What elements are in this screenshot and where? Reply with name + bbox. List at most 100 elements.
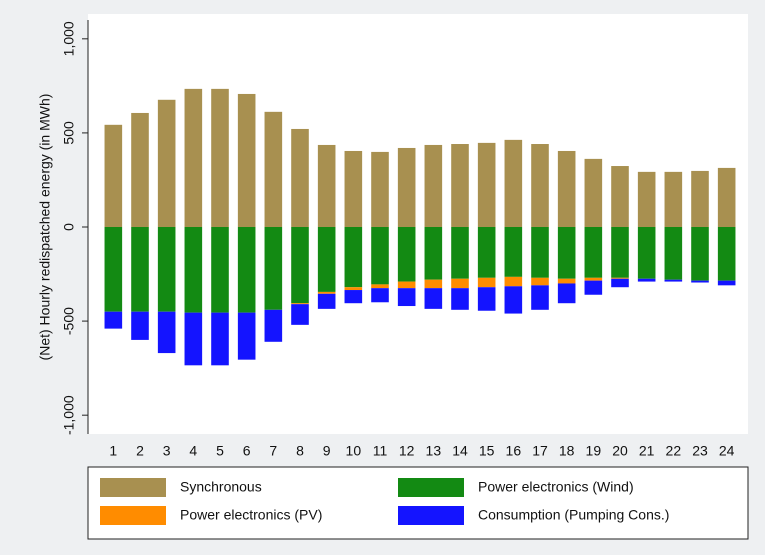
- x-tick-label: 18: [559, 443, 575, 459]
- bar-segment: [157, 227, 176, 312]
- bar-segment: [237, 93, 256, 228]
- bar-segment: [397, 227, 416, 282]
- bar-segment: [184, 227, 203, 313]
- bar-segment: [664, 227, 683, 280]
- bar-segment: [184, 312, 203, 366]
- x-tick-label: 3: [163, 443, 171, 459]
- bar-segment: [531, 285, 549, 310]
- bar-segment: [531, 227, 549, 278]
- bar-segment: [157, 99, 176, 227]
- bar-segment: [451, 144, 469, 227]
- bar-segment: [557, 283, 576, 304]
- bar-segment: [691, 170, 709, 227]
- bar-segment: [317, 227, 336, 292]
- x-tick-label: 2: [136, 443, 144, 459]
- bar-segment: [397, 288, 416, 307]
- bar-segment: [664, 171, 683, 227]
- bar-segment: [264, 309, 283, 342]
- x-tick-label: 23: [692, 443, 708, 459]
- bar-segment: [317, 291, 336, 294]
- bar-segment: [584, 280, 603, 295]
- bar-segment: [371, 284, 389, 289]
- bar-segment: [637, 278, 656, 282]
- bar-segment: [424, 144, 443, 227]
- bar-segment: [691, 280, 709, 283]
- bar-segment: [397, 281, 416, 289]
- bar-segment: [344, 150, 363, 227]
- bar-segment: [291, 303, 309, 305]
- legend-label: Synchronous: [180, 479, 262, 495]
- bar-segment: [584, 277, 603, 281]
- x-tick-label: 6: [243, 443, 251, 459]
- bar-segment: [344, 290, 363, 304]
- x-tick-label: 8: [296, 443, 304, 459]
- bar-segment: [424, 279, 443, 289]
- bar-segment: [451, 288, 469, 310]
- x-tick-label: 17: [532, 443, 548, 459]
- x-tick-label: 9: [323, 443, 331, 459]
- x-tick-label: 1: [109, 443, 117, 459]
- bar-segment: [531, 144, 549, 227]
- bar-segment: [611, 278, 629, 288]
- y-axis-label: (Net) Hourly redispatched energy (in MWh…: [37, 94, 53, 361]
- bar-segment: [317, 144, 336, 227]
- bar-segment: [531, 277, 549, 286]
- x-tick-label: 10: [346, 443, 362, 459]
- legend-label: Power electronics (PV): [180, 507, 322, 523]
- bar-segment: [131, 112, 149, 227]
- bar-segment: [584, 227, 603, 278]
- bar-segment: [317, 293, 336, 309]
- bar-segment: [104, 227, 123, 312]
- bar-segment: [264, 111, 283, 227]
- x-tick-label: 11: [373, 443, 388, 459]
- bar-segment: [371, 227, 389, 285]
- x-tick-label: 16: [506, 443, 522, 459]
- bar-segment: [344, 227, 363, 288]
- bar-segment: [557, 150, 576, 227]
- bar-segment: [104, 311, 123, 329]
- bar-segment: [717, 167, 736, 227]
- bar-segment: [477, 277, 496, 288]
- x-tick-label: 22: [666, 443, 682, 459]
- x-tick-label: 19: [586, 443, 602, 459]
- bar-segment: [424, 227, 443, 280]
- x-tick-label: 24: [719, 443, 735, 459]
- bar-segment: [211, 227, 229, 313]
- y-tick-label: 1,000: [61, 21, 77, 56]
- bar-segment: [211, 88, 229, 227]
- bar-segment: [237, 227, 256, 313]
- y-tick-label: 500: [61, 121, 77, 145]
- bar-segment: [691, 227, 709, 281]
- bar-segment: [504, 139, 523, 227]
- x-tick-label: 7: [269, 443, 277, 459]
- bar-segment: [291, 227, 309, 304]
- legend-swatch: [398, 506, 464, 525]
- bar-segment: [717, 280, 736, 286]
- bar-segment: [451, 227, 469, 279]
- bar-segment: [291, 304, 309, 325]
- x-tick-label: 15: [479, 443, 495, 459]
- bar-segment: [477, 287, 496, 311]
- x-tick-label: 13: [426, 443, 442, 459]
- bar-segment: [637, 171, 656, 227]
- legend-swatch: [100, 506, 166, 525]
- bar-segment: [371, 288, 389, 303]
- bar-segment: [451, 278, 469, 289]
- x-tick-label: 12: [399, 443, 415, 459]
- bar-segment: [504, 227, 523, 277]
- bar-segment: [371, 151, 389, 227]
- y-tick-label: -500: [61, 307, 77, 335]
- legend-swatch: [100, 478, 166, 497]
- bar-segment: [344, 287, 363, 291]
- x-tick-label: 21: [639, 443, 655, 459]
- bar-segment: [557, 227, 576, 279]
- bar-segment: [584, 158, 603, 227]
- bar-segment: [211, 312, 229, 366]
- bar-segment: [397, 147, 416, 227]
- bar-segment: [264, 227, 283, 310]
- bar-segment: [291, 128, 309, 227]
- bar-segment: [477, 142, 496, 227]
- x-tick-label: 20: [612, 443, 628, 459]
- bar-segment: [157, 311, 176, 354]
